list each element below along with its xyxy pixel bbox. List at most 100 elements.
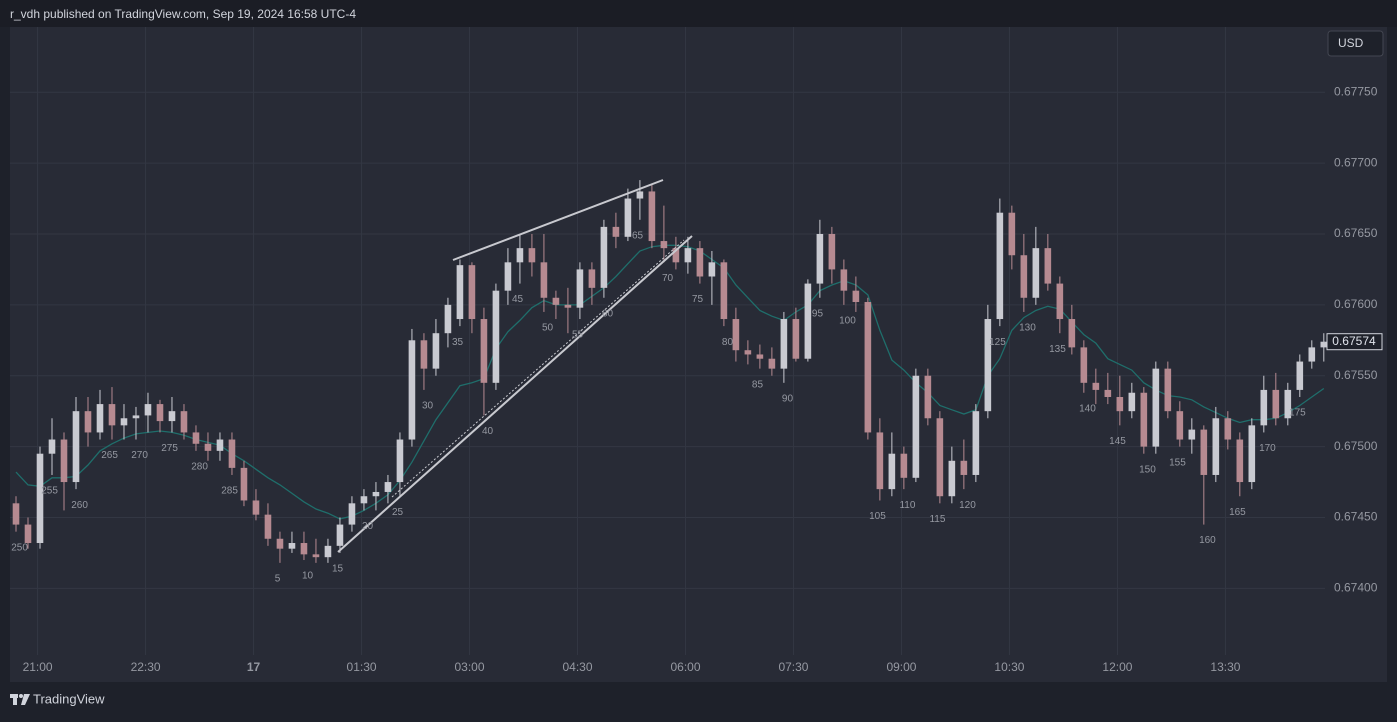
x-tick-label: 03:00 <box>455 660 485 674</box>
bar-count-label: 30 <box>422 401 434 412</box>
bar-labels: 250 255 260 265 270 275 280 285 5 10 15 20 25 30 35 40 4… <box>11 230 1306 584</box>
candle-body <box>816 233 824 284</box>
x-tick-label: 17 <box>247 660 261 674</box>
candle-body <box>1116 396 1124 412</box>
candle-body <box>96 404 104 433</box>
candle-body <box>216 439 224 451</box>
bar-count-label: 85 <box>752 379 764 390</box>
currency[interactable]: USD <box>1338 36 1364 50</box>
candle-body <box>1080 347 1088 383</box>
candle-body <box>624 198 632 237</box>
bar-count-label: 95 <box>812 308 824 319</box>
candle-body <box>180 411 188 433</box>
candle-body <box>864 302 872 433</box>
candle-body <box>804 283 812 359</box>
bar-count-label: 175 <box>1289 408 1306 419</box>
bar-count-label: 115 <box>929 514 945 525</box>
header-bar <box>0 0 1397 27</box>
bar-count-label: 275 <box>161 443 178 454</box>
x-tick-label: 12:00 <box>1102 660 1132 674</box>
candle-body <box>720 262 728 320</box>
candle-body <box>948 460 956 497</box>
candle-body <box>492 290 500 383</box>
candle-body <box>1284 389 1292 419</box>
candle-body <box>1044 248 1052 284</box>
candle-body <box>1164 368 1172 412</box>
candle-body <box>1032 248 1040 298</box>
trend-drawings <box>337 179 693 553</box>
candle-body <box>552 297 560 305</box>
trend-line <box>452 179 664 261</box>
candle-body <box>1260 389 1268 426</box>
candle-body <box>1200 429 1208 475</box>
candle-body <box>1104 389 1112 397</box>
candle-body <box>768 358 776 369</box>
candle-body <box>24 524 32 544</box>
x-tick-label: 01:30 <box>347 660 377 674</box>
y-tick-label: 0.67650 <box>1334 226 1378 240</box>
candle-body <box>600 226 608 288</box>
candle-body <box>588 269 596 288</box>
bar-count-label: 40 <box>482 426 494 437</box>
currency-button[interactable] <box>1327 30 1384 57</box>
candle-body <box>1056 283 1064 320</box>
candle-body <box>648 191 656 242</box>
x-tick-label: 04:30 <box>562 660 592 674</box>
bar-count-label: 265 <box>101 450 118 461</box>
y-tick-label: 0.67450 <box>1334 510 1378 524</box>
x-tick-label: 06:00 <box>670 660 700 674</box>
brand: TradingView <box>33 691 105 706</box>
trend-line-dotted <box>391 239 685 498</box>
candle-body <box>432 333 440 369</box>
candle-body <box>336 524 344 546</box>
bar-count-label: 160 <box>1199 535 1216 546</box>
candle-body <box>252 500 260 515</box>
bar-count-label: 65 <box>632 230 644 241</box>
grid <box>10 27 1325 655</box>
logo-part <box>19 694 23 698</box>
candle-body <box>780 319 788 369</box>
x-tick-label: 09:00 <box>886 660 916 674</box>
candle-body <box>828 233 836 270</box>
candle-body <box>1212 418 1220 475</box>
candle-body <box>900 453 908 478</box>
bar-count-label: 285 <box>221 486 238 497</box>
candle-body <box>348 503 356 525</box>
candle-body <box>540 262 548 298</box>
candle-body <box>612 226 620 237</box>
candle-body <box>144 404 152 416</box>
bar-count-label: 135 <box>1049 344 1066 355</box>
candle-body <box>636 191 644 199</box>
y-tick-label: 0.67550 <box>1334 368 1378 382</box>
x-tick-label: 10:30 <box>994 660 1024 674</box>
bar-count-label: 130 <box>1019 323 1036 334</box>
candle-body <box>1272 389 1280 419</box>
candle-body <box>1092 382 1100 390</box>
bar-count-label: 20 <box>362 521 374 532</box>
candle-body <box>684 248 692 263</box>
plot-area <box>10 27 1387 682</box>
bar-count-label: 140 <box>1079 403 1096 414</box>
bar-count-label: 280 <box>191 462 208 473</box>
candle-body <box>936 418 944 497</box>
last-price-label: 0.67574 <box>1332 334 1376 348</box>
candle-body <box>1224 418 1232 440</box>
candle-body <box>1248 425 1256 483</box>
candle-body <box>60 439 68 483</box>
candles <box>12 180 1328 563</box>
candle-body <box>660 241 668 249</box>
candle-body <box>396 439 404 483</box>
bar-count-label: 255 <box>41 486 58 497</box>
candle-body <box>1176 411 1184 440</box>
candle-body <box>972 411 980 475</box>
bar-count-label: 15 <box>332 564 344 575</box>
candle-body <box>504 262 512 291</box>
candle-body <box>288 543 296 549</box>
candle-body <box>960 460 968 475</box>
candle-body <box>984 319 992 412</box>
candle-body <box>708 262 716 277</box>
bar-count-label: 75 <box>692 294 704 305</box>
candle-body <box>156 404 164 422</box>
last-price-box <box>1326 333 1383 351</box>
